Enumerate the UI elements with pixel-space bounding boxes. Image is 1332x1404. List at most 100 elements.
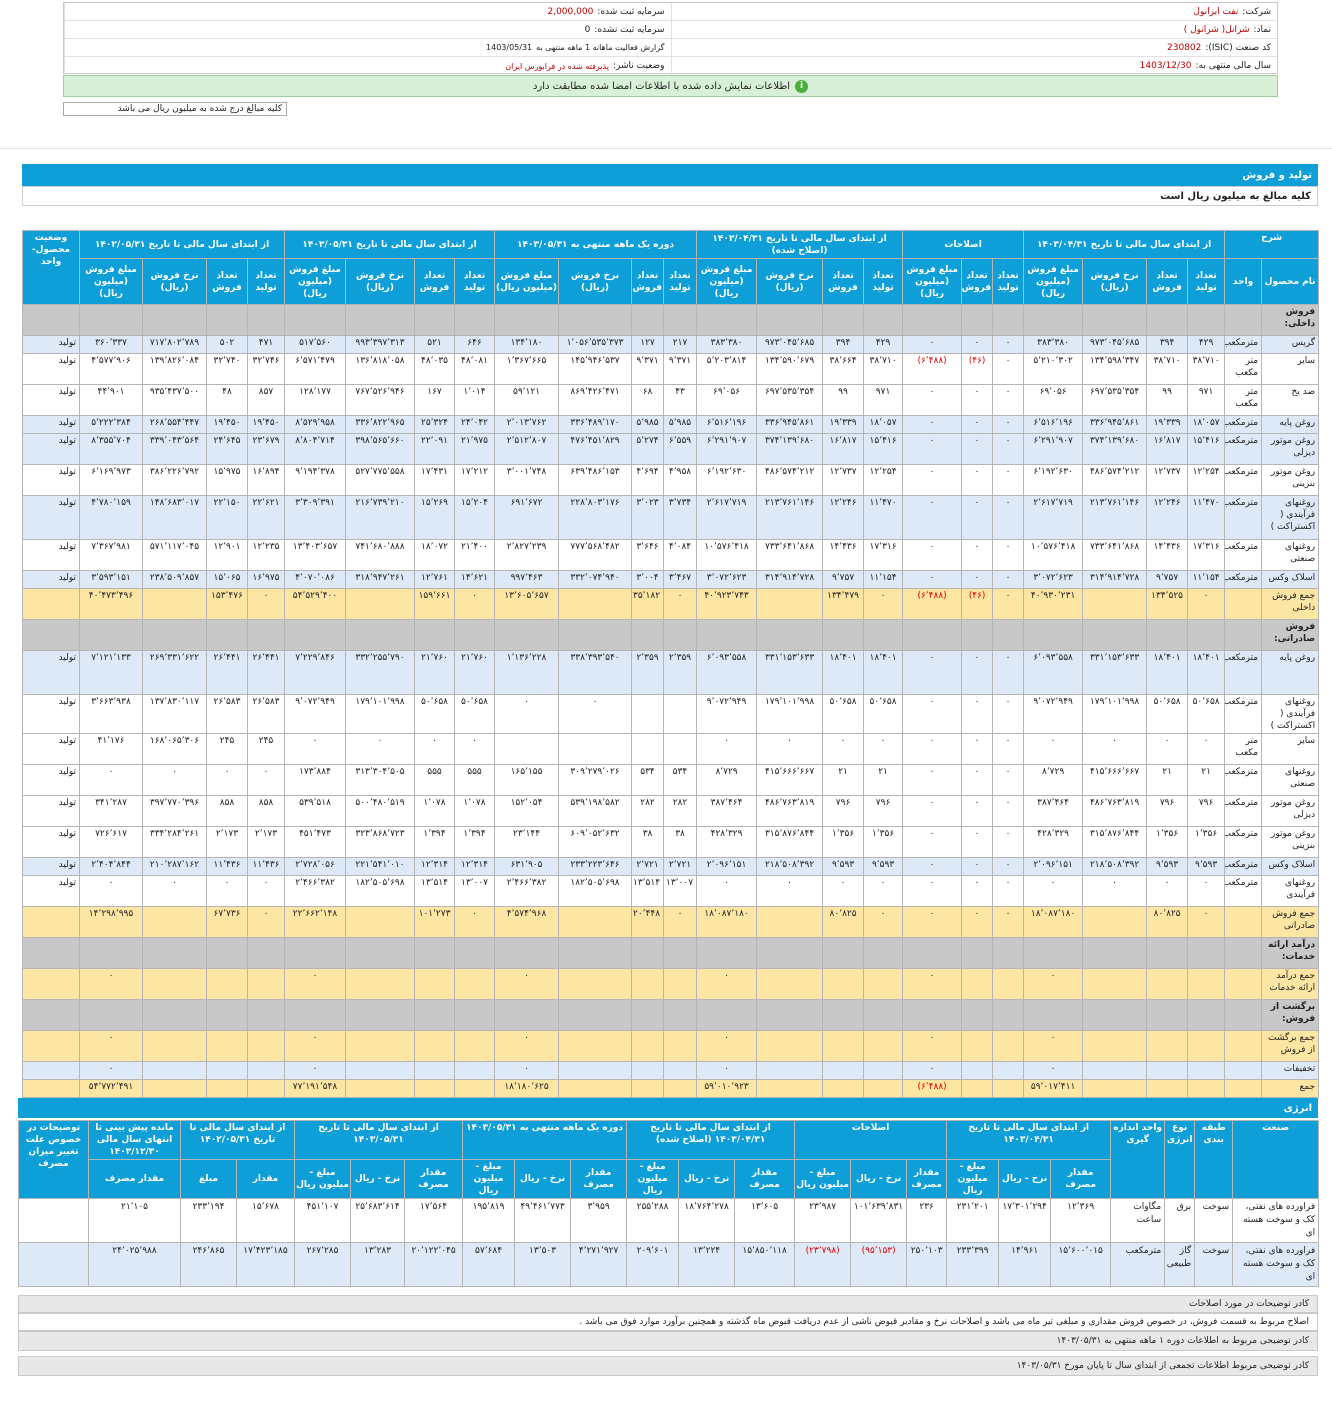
- company-value[interactable]: نفت ایرانول: [1193, 6, 1239, 17]
- value-cell: ۲٬۱۷۳: [206, 826, 248, 858]
- value-cell: ۱۲٬۳۱۴: [414, 857, 455, 876]
- value-cell: ۹٬۵۹۳: [863, 857, 904, 876]
- empty-cell: [902, 304, 963, 336]
- value-cell: ۰: [454, 906, 495, 938]
- value-cell: ۵٬۲۰۳٬۸۱۴: [696, 353, 758, 385]
- value-cell: ۳۹۸٬۵۶۵٬۶۶۰: [345, 433, 415, 465]
- unit-cell: مترمکعب: [1224, 433, 1263, 465]
- value-cell: [663, 1061, 698, 1080]
- value-cell: ۱۳٬۶۰۵٬۶۵۷: [493, 588, 560, 620]
- value-cell: ۱٬۰۱۴: [454, 384, 495, 416]
- product-name: اسلاک وکس: [1261, 570, 1320, 589]
- value-cell: [756, 1061, 824, 1080]
- empty-cell: [493, 619, 560, 651]
- empty-cell: [631, 999, 665, 1031]
- value-cell: ۲۳٬۹۸۷: [794, 1198, 852, 1243]
- value-cell: [1187, 1061, 1226, 1080]
- value-cell: ۱۵٬۶۰۰٬۰۱۵: [1050, 1242, 1112, 1287]
- production-row: روغن موتور دیزلی مترمکعب ۱۵٬۴۱۶ ۱۶٬۸۱۷ ۳۷۴٬۱…: [22, 433, 1320, 465]
- production-row: فروش صادراتی:: [22, 619, 1320, 651]
- production-column-header: نرخ فروش (ریال): [142, 258, 207, 305]
- production-row: سایر متر مکعب ۰ ۰ ۰ ۰ ۰ ۰ ۰ ۰ ۰ ۰ ۰ ۰ ۰ ۰ ۰ ۲۴۵ ۲۴۵ ۱۶۸٬۰۶۵…: [22, 733, 1320, 765]
- empty-cell: [1023, 999, 1084, 1031]
- value-cell: ۳۹۴: [1146, 335, 1189, 354]
- empty-cell: [961, 304, 994, 336]
- value-cell: ۲۱۷: [663, 335, 698, 354]
- value-cell: ۱۴٬۹۶۱: [998, 1242, 1052, 1287]
- value-cell: ۱۵٬۹۷۵: [206, 464, 248, 496]
- production-group-header: دوره یک ماهه منتهی به ۱۴۰۳/۰۵/۳۱: [493, 230, 698, 259]
- value-cell: ۰: [142, 875, 207, 907]
- value-cell: ۷٬۱۲۱٬۱۳۳: [79, 650, 143, 695]
- value-cell: ۲۶٬۵۸۳: [247, 694, 285, 734]
- value-cell: ۹۹۳٬۳۹۷٬۳۱۳: [345, 335, 415, 354]
- value-cell: ۰: [79, 1061, 143, 1080]
- value-cell: [345, 1079, 415, 1098]
- product-name: روغن موتور بنزینی: [1261, 464, 1320, 496]
- value-cell: ۳٬۴۶۷: [663, 570, 698, 589]
- value-cell: ۵٬۲۷۴: [631, 433, 665, 465]
- value-cell: ۸٬۵۲۹٬۹۵۸: [284, 415, 346, 434]
- value-cell: ۲۱۳٬۷۶۱٬۱۴۶: [1082, 495, 1148, 540]
- production-column-header: تعداد فروش: [822, 258, 865, 305]
- energy-column-header: نرخ - ریال: [998, 1159, 1052, 1199]
- value-cell: ۲۵۵٬۲۸۸: [626, 1198, 680, 1243]
- value-cell: ۰: [902, 570, 963, 589]
- empty-cell: [79, 304, 143, 336]
- value-cell: ۲٬۰۱۳٬۷۶۲: [493, 415, 560, 434]
- value-cell: ۵۵۵: [414, 764, 455, 796]
- product-name: جمع فروش صادراتی: [1261, 906, 1320, 938]
- value-cell: ۳۳۴٬۲۸۴٬۲۶۱: [142, 826, 207, 858]
- isic-label: کد صنعت (ISIC):: [1205, 42, 1271, 53]
- value-cell: ۲۴۵: [206, 733, 248, 765]
- value-cell: ۱۹٬۳۳۹: [822, 415, 865, 434]
- value-cell: ۰: [902, 968, 963, 1000]
- value-cell: (۴۶): [961, 588, 994, 620]
- value-cell: ۳۳۶٬۴۸۹٬۱۷۰: [558, 415, 633, 434]
- value-cell: ۰: [992, 650, 1025, 695]
- value-cell: ۳۰۹٬۲۷۹٬۰۲۶: [558, 764, 633, 796]
- value-cell: [863, 1061, 904, 1080]
- value-cell: [822, 968, 865, 1000]
- empty-cell: [142, 999, 207, 1031]
- value-cell: [1146, 1061, 1189, 1080]
- production-column-header: تعداد تولید: [1187, 258, 1226, 305]
- production-column-header: تعداد تولید: [247, 258, 285, 305]
- energy-column-header: مبلغ - میلیون ریال: [462, 1159, 516, 1199]
- value-cell: ۳۱۳٬۳۰۴٬۵۰۵: [345, 764, 415, 796]
- production-column-header: مبلغ فروش (میلیون ریال): [493, 258, 560, 305]
- unit-cell: مترمکعب: [1224, 650, 1263, 695]
- empty-cell: [756, 937, 824, 969]
- value-cell: ۵٬۹۸۵: [631, 415, 665, 434]
- value-cell: [454, 1030, 495, 1062]
- value-cell: ۰: [663, 588, 698, 620]
- value-cell: ۵۰۰٬۴۸۰٬۵۱۹: [345, 795, 415, 827]
- value-cell: ۱۸٬۴۰۱: [1146, 650, 1189, 695]
- value-cell: ۹۷۳٬۰۴۵٬۶۸۵: [1082, 335, 1148, 354]
- value-cell: [454, 1061, 495, 1080]
- value-cell: [142, 1061, 207, 1080]
- empty-cell: [454, 619, 495, 651]
- value-cell: ۲٬۷۲۸٬۰۵۶: [284, 857, 346, 876]
- value-cell: ۱۹٬۴۵۰: [247, 415, 285, 434]
- value-cell: ۱۳۴٬۵۲۵: [1146, 588, 1189, 620]
- value-cell: [206, 1030, 248, 1062]
- value-cell: [992, 1079, 1025, 1098]
- energy-group-header: توضیحات در خصوص علت تغییر میزان مصرف: [18, 1120, 89, 1199]
- value-cell: ۳٬۰۷۲٬۶۲۳: [696, 570, 758, 589]
- value-cell: ۱۵۳٬۴۷۶: [206, 588, 248, 620]
- value-cell: ۲۱۳٬۷۶۱٬۱۴۶: [756, 495, 824, 540]
- value-cell: ۱۱٬۴۳۶: [206, 857, 248, 876]
- value-cell: [663, 694, 698, 734]
- value-cell: [756, 1030, 824, 1062]
- value-cell: [756, 1079, 824, 1098]
- value-cell: ۷۷٬۱۹۱٬۵۴۸: [284, 1079, 346, 1098]
- empty-cell: [1224, 619, 1263, 651]
- value-cell: ۴۲۸٬۳۲۹: [1023, 826, 1084, 858]
- value-cell: ۶۹٬۰۵۶: [1023, 384, 1084, 416]
- symbol-value[interactable]: شرانل( شرانول ): [1183, 24, 1250, 35]
- value-cell: ۱۷٬۳۱۶: [863, 539, 904, 571]
- value-cell: ۹۷۱: [863, 384, 904, 416]
- value-cell: [558, 1030, 633, 1062]
- value-cell: (۶٬۴۸۸): [902, 588, 963, 620]
